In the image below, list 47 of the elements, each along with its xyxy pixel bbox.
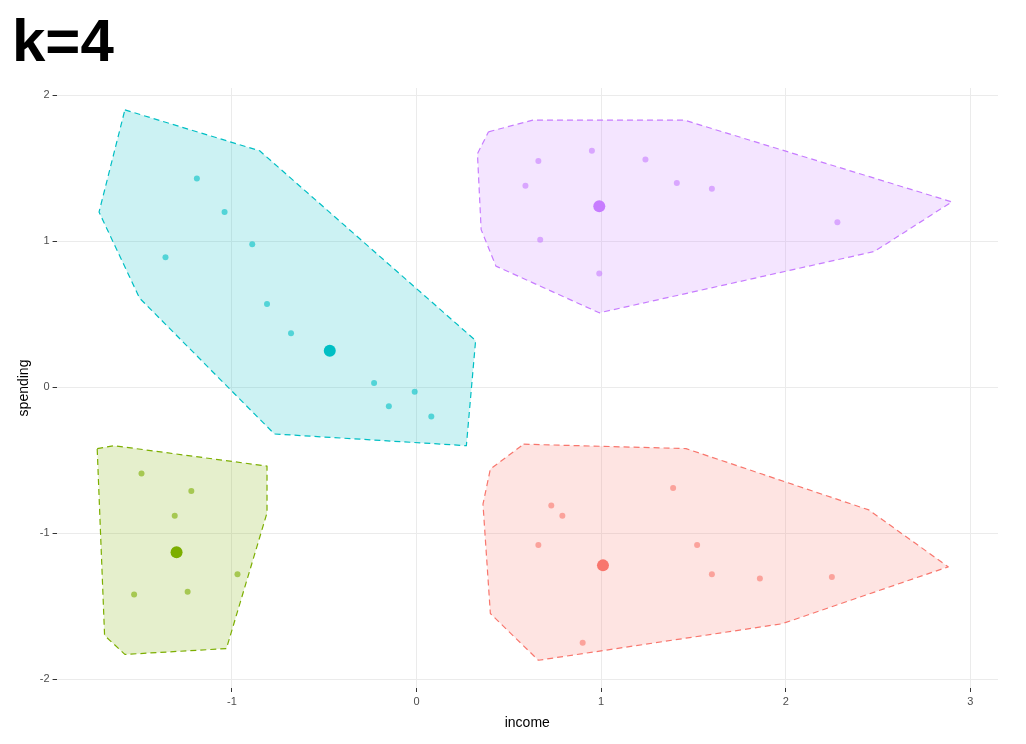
- point: [588, 147, 595, 154]
- point: [264, 301, 271, 308]
- point: [834, 219, 841, 226]
- point: [708, 185, 715, 192]
- point: [673, 179, 680, 186]
- point: [708, 571, 715, 578]
- point: [288, 330, 295, 337]
- point: [579, 639, 586, 646]
- point: [537, 236, 544, 243]
- point: [548, 502, 555, 509]
- x-tick-label: 3: [967, 694, 974, 707]
- point: [428, 413, 435, 420]
- point: [385, 403, 392, 410]
- x-tick-label: 1: [598, 694, 605, 707]
- point: [131, 591, 138, 598]
- point: [138, 470, 145, 477]
- point: [828, 574, 835, 581]
- point: [642, 156, 649, 163]
- point: [221, 209, 228, 216]
- point: [171, 512, 178, 519]
- point: [559, 512, 566, 519]
- y-tick-label: -1: [39, 526, 50, 539]
- x-axis-title: income: [504, 714, 551, 731]
- y-tick-label: -2: [39, 672, 50, 685]
- point: [411, 388, 418, 395]
- x-tick-label: -1: [227, 694, 237, 707]
- point: [670, 485, 677, 491]
- x-tick-label: 0: [413, 694, 420, 707]
- point: [694, 541, 701, 548]
- x-tick-label: 2: [782, 694, 789, 707]
- y-tick-label: 1: [43, 234, 50, 247]
- point: [234, 571, 241, 578]
- point: [756, 575, 763, 582]
- point: [371, 379, 378, 386]
- point: [188, 487, 195, 494]
- chart-title: k=4: [12, 6, 115, 74]
- y-tick-label: 2: [43, 88, 50, 101]
- point: [162, 254, 169, 261]
- point: [522, 182, 529, 189]
- point: [596, 270, 603, 277]
- y-tick-label: 0: [43, 380, 50, 393]
- point: [249, 241, 256, 248]
- y-axis-title: spending: [15, 359, 32, 417]
- point: [184, 588, 191, 595]
- point: [535, 157, 542, 164]
- point: [193, 175, 200, 182]
- point: [535, 541, 542, 548]
